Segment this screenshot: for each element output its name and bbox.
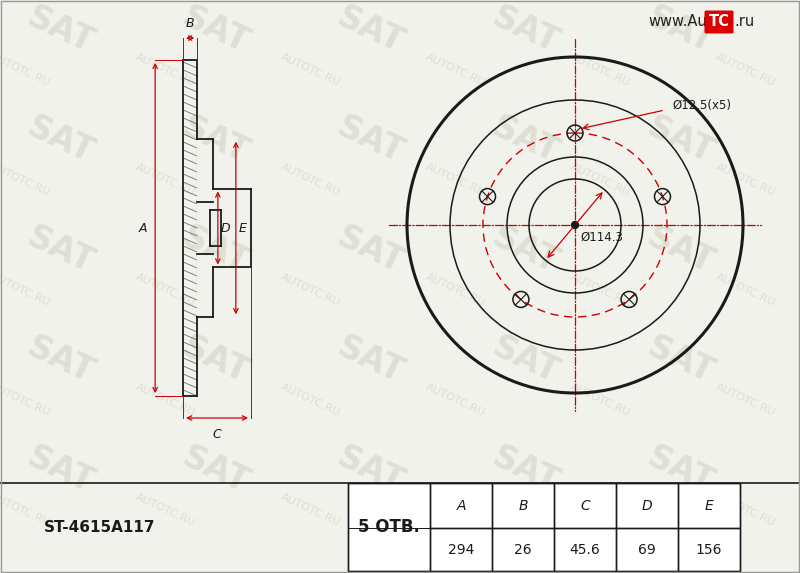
Text: 294: 294 <box>448 543 474 556</box>
Bar <box>492 483 554 528</box>
Text: AUTOTC.RU: AUTOTC.RU <box>278 162 342 198</box>
Bar <box>430 483 492 528</box>
Text: SAT: SAT <box>176 110 254 170</box>
Text: AUTOTC.RU: AUTOTC.RU <box>278 492 342 528</box>
Text: AUTOTC.RU: AUTOTC.RU <box>424 492 486 528</box>
Bar <box>554 528 616 571</box>
Text: SAT: SAT <box>22 110 98 170</box>
Text: AUTOTC.RU: AUTOTC.RU <box>424 162 486 198</box>
Text: AUTOTC.RU: AUTOTC.RU <box>569 492 631 528</box>
Bar <box>616 483 678 528</box>
Text: 26: 26 <box>514 543 532 556</box>
Text: AUTOTC.RU: AUTOTC.RU <box>0 492 51 528</box>
Text: AUTOTC.RU: AUTOTC.RU <box>0 382 51 418</box>
Text: B: B <box>186 17 194 30</box>
Text: AUTOTC.RU: AUTOTC.RU <box>134 382 196 418</box>
Text: A: A <box>138 222 147 234</box>
Text: SAT: SAT <box>486 440 564 500</box>
Text: AUTOTC.RU: AUTOTC.RU <box>424 52 486 88</box>
Text: SAT: SAT <box>642 0 718 60</box>
Bar <box>678 528 740 571</box>
Text: AUTOTC.RU: AUTOTC.RU <box>0 272 51 308</box>
Text: AUTOTC.RU: AUTOTC.RU <box>714 272 776 308</box>
Text: SAT: SAT <box>331 110 409 170</box>
Text: SAT: SAT <box>642 330 718 390</box>
Text: A: A <box>456 499 466 512</box>
Circle shape <box>571 222 578 229</box>
Text: SAT: SAT <box>176 440 254 500</box>
Text: AUTOTC.RU: AUTOTC.RU <box>714 52 776 88</box>
Text: 5 ОТВ.: 5 ОТВ. <box>358 518 420 536</box>
FancyBboxPatch shape <box>705 10 734 33</box>
Text: D: D <box>642 499 652 512</box>
Bar <box>430 528 492 571</box>
Text: SAT: SAT <box>486 330 564 390</box>
Text: SAT: SAT <box>331 330 409 390</box>
Text: SAT: SAT <box>22 0 98 60</box>
Text: C: C <box>213 428 222 441</box>
Text: SAT: SAT <box>331 440 409 500</box>
Bar <box>348 483 430 571</box>
Text: AUTOTC.RU: AUTOTC.RU <box>134 272 196 308</box>
Bar <box>678 483 740 528</box>
Text: AUTOTC.RU: AUTOTC.RU <box>424 382 486 418</box>
Text: SAT: SAT <box>486 220 564 280</box>
Text: AUTOTC.RU: AUTOTC.RU <box>714 492 776 528</box>
Text: AUTOTC.RU: AUTOTC.RU <box>278 382 342 418</box>
Text: SAT: SAT <box>486 110 564 170</box>
Text: SAT: SAT <box>642 220 718 280</box>
Text: SAT: SAT <box>331 220 409 280</box>
Text: .ru: .ru <box>734 14 754 29</box>
Text: E: E <box>705 499 714 512</box>
Bar <box>492 528 554 571</box>
Text: B: B <box>518 499 528 512</box>
Text: D: D <box>221 222 230 234</box>
Text: AUTOTC.RU: AUTOTC.RU <box>714 382 776 418</box>
Text: ST-4615A117: ST-4615A117 <box>44 520 156 535</box>
Text: AUTOTC.RU: AUTOTC.RU <box>134 492 196 528</box>
Text: SAT: SAT <box>176 330 254 390</box>
Bar <box>554 483 616 528</box>
Text: SAT: SAT <box>642 110 718 170</box>
Text: AUTOTC.RU: AUTOTC.RU <box>0 162 51 198</box>
Text: Ø114.3: Ø114.3 <box>580 230 623 244</box>
Text: C: C <box>580 499 590 512</box>
Text: SAT: SAT <box>22 220 98 280</box>
Text: AUTOTC.RU: AUTOTC.RU <box>569 382 631 418</box>
Text: 69: 69 <box>638 543 656 556</box>
Text: AUTOTC.RU: AUTOTC.RU <box>278 272 342 308</box>
Text: AUTOTC.RU: AUTOTC.RU <box>569 52 631 88</box>
Text: E: E <box>239 222 246 234</box>
Text: AUTOTC.RU: AUTOTC.RU <box>714 162 776 198</box>
Text: AUTOTC.RU: AUTOTC.RU <box>0 52 51 88</box>
Text: AUTOTC.RU: AUTOTC.RU <box>278 52 342 88</box>
Text: 45.6: 45.6 <box>570 543 600 556</box>
Text: SAT: SAT <box>176 0 254 60</box>
Text: SAT: SAT <box>642 440 718 500</box>
Text: AUTOTC.RU: AUTOTC.RU <box>134 52 196 88</box>
Text: AUTOTC.RU: AUTOTC.RU <box>569 272 631 308</box>
Text: SAT: SAT <box>331 0 409 60</box>
Text: SAT: SAT <box>22 440 98 500</box>
Text: TC: TC <box>709 14 730 29</box>
Bar <box>348 483 740 571</box>
Text: www.Auto: www.Auto <box>648 14 722 29</box>
Bar <box>616 528 678 571</box>
Text: AUTOTC.RU: AUTOTC.RU <box>424 272 486 308</box>
Text: SAT: SAT <box>486 0 564 60</box>
Text: SAT: SAT <box>176 220 254 280</box>
Text: SAT: SAT <box>22 330 98 390</box>
Text: Ø12.5(x5): Ø12.5(x5) <box>672 99 731 112</box>
Text: 156: 156 <box>696 543 722 556</box>
Text: AUTOTC.RU: AUTOTC.RU <box>134 162 196 198</box>
Text: AUTOTC.RU: AUTOTC.RU <box>569 162 631 198</box>
